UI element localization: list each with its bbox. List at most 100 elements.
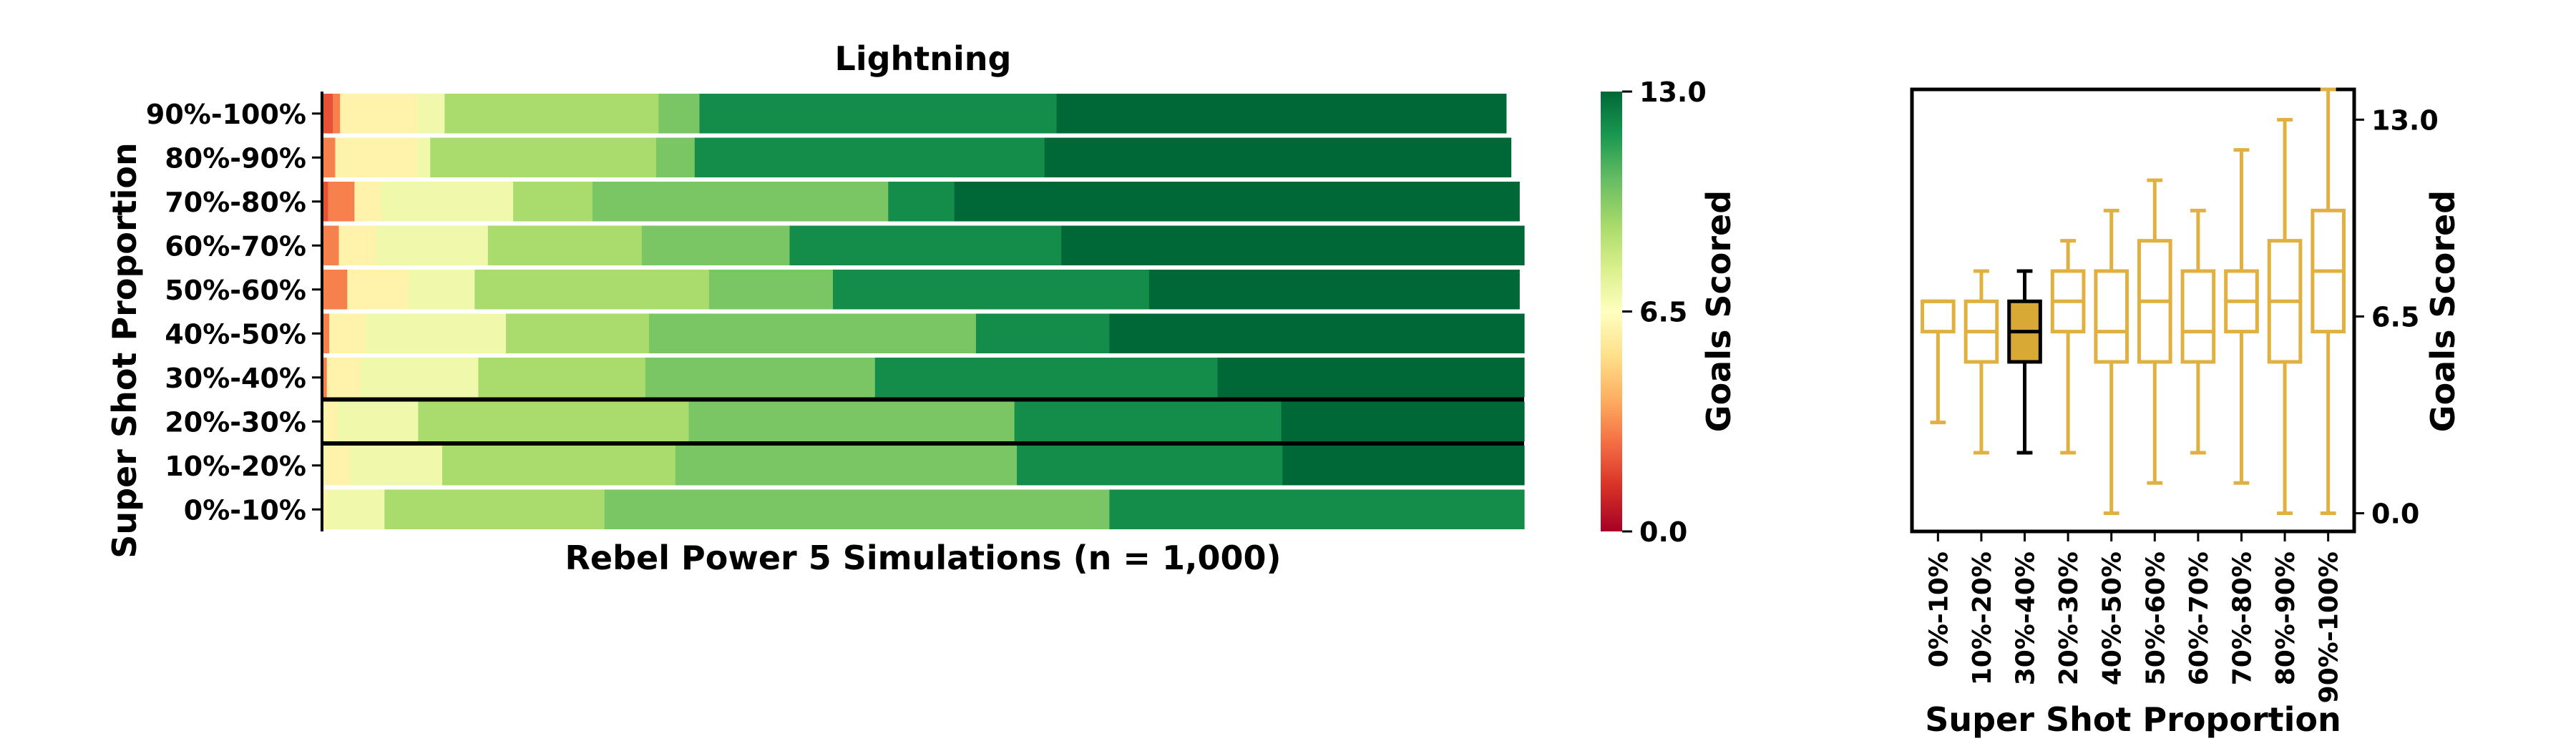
bar-segment xyxy=(1370,94,1486,134)
bar-segment xyxy=(376,225,489,265)
bar-segment xyxy=(975,313,1110,353)
box-xtick-label: 60%-70% xyxy=(2185,551,2214,685)
bar-category-label: 90%-100% xyxy=(146,99,306,130)
box-0%-10% xyxy=(1921,299,1956,425)
bar-segment xyxy=(1415,225,1463,265)
bar-segment xyxy=(694,137,1045,177)
bar-segment xyxy=(333,94,341,134)
box-xtick-label: 50%-60% xyxy=(2141,551,2170,685)
bar-segment xyxy=(322,137,336,177)
box-50%-60% xyxy=(2137,178,2172,485)
bar-segment xyxy=(592,182,889,222)
bar-segment xyxy=(1044,137,1084,177)
box-ytick-label: 6.5 xyxy=(2371,301,2419,333)
bar-segment xyxy=(1367,358,1525,398)
box-70%-80% xyxy=(2224,148,2259,485)
bar-segment xyxy=(1498,137,1512,177)
box-plot-frame xyxy=(1910,87,2356,534)
bar-segment xyxy=(322,489,328,529)
bar-segment xyxy=(656,137,696,177)
bar-segment xyxy=(1470,270,1520,310)
bar-segment xyxy=(322,94,333,134)
bar-segment xyxy=(604,489,1110,529)
bar-segment xyxy=(1281,401,1525,441)
bar-segment xyxy=(1061,225,1198,265)
box-iqr xyxy=(1921,299,1956,334)
box-plot-panel: 0.0 6.5 13.0 0%-10% 10%-20% 30%-40% 20%-30% 40… xyxy=(1910,87,2462,739)
bar-segment xyxy=(699,94,1058,134)
box-plot-xlabel: Super Shot Proportion xyxy=(1925,700,2341,739)
box-plot-boxes xyxy=(1921,87,2346,516)
bar-category-label: 0%-10% xyxy=(184,494,306,526)
bar-segment xyxy=(384,489,605,529)
bar-category-label: 40%-50% xyxy=(165,318,306,350)
bar-segment xyxy=(340,94,419,134)
bar-segment xyxy=(338,225,377,265)
bar-segment xyxy=(513,182,593,222)
bar-segment xyxy=(1014,401,1282,441)
box-xtick-label: 30%-40% xyxy=(2011,551,2041,685)
bar-segment xyxy=(337,401,419,441)
bar-segment xyxy=(1392,313,1437,353)
bar-segment xyxy=(1240,270,1460,310)
bar-segment xyxy=(1109,489,1525,529)
bar-category-label: 70%-80% xyxy=(165,187,306,218)
box-iqr xyxy=(2180,269,2216,364)
box-10%-20% xyxy=(1963,269,1999,455)
bar-segment xyxy=(1317,182,1483,222)
colorbar-label: Goals Scored xyxy=(1699,190,1738,432)
bar-segment xyxy=(335,137,418,177)
box-ytick-label: 13.0 xyxy=(2371,104,2439,136)
bar-segment xyxy=(1353,94,1371,134)
bar-segment xyxy=(328,182,355,222)
bar-segment xyxy=(442,446,676,486)
bar-segment xyxy=(1282,446,1525,486)
bar-segment xyxy=(874,358,1219,398)
bar-segment xyxy=(329,313,366,353)
bar-segment xyxy=(954,182,1286,222)
bar-segment xyxy=(322,182,328,222)
bar-category-labels: 90%-100% 80%-90% 70%-80% 60%-70% 50%-60% 40%-… xyxy=(146,92,323,531)
box-xtick-label: 10%-20% xyxy=(1968,551,1997,685)
bar-category-label: 20%-30% xyxy=(165,406,306,438)
bar-category-label: 30%-40% xyxy=(165,363,306,394)
bar-segment xyxy=(1083,137,1355,177)
bar-category-label: 80%-90% xyxy=(165,142,306,174)
stacked-bar-title: Lightning xyxy=(835,39,1012,78)
box-xtick-label: 80%-90% xyxy=(2271,551,2301,685)
stacked-bar-xlabel: Rebel Power 5 Simulations (n = 1,000) xyxy=(565,539,1281,577)
bar-segment xyxy=(416,137,431,177)
box-ytick-label: 0.0 xyxy=(2371,499,2419,530)
box-plot-ylabel: Goals Scored xyxy=(2424,190,2462,432)
box-90%-100% xyxy=(2311,87,2346,516)
bar-segment xyxy=(360,358,479,398)
bar-segment xyxy=(354,182,381,222)
colorbar-tick-label: 13.0 xyxy=(1639,77,1707,108)
bar-segment xyxy=(365,313,507,353)
box-iqr xyxy=(2094,269,2129,364)
box-30%-40% xyxy=(2007,269,2042,455)
stacked-bar-segments xyxy=(322,94,1525,529)
bar-segment xyxy=(418,401,689,441)
bar-segment xyxy=(349,446,443,486)
bar-segment xyxy=(322,225,340,265)
highlight-lines xyxy=(322,397,1524,446)
bar-segment xyxy=(408,270,475,310)
bar-segment xyxy=(1197,225,1417,265)
stacked-bar-panel: Lightning 90%-100% 80%-90% 70%-80% 60%-70% 5… xyxy=(105,39,1525,577)
box-40%-50% xyxy=(2094,208,2129,516)
bar-segment xyxy=(888,182,955,222)
bar-category-label: 50%-60% xyxy=(165,275,306,306)
box-xtick-label: 20%-30% xyxy=(2054,551,2084,685)
bar-segment xyxy=(1284,182,1318,222)
colorbar: 0.0 6.5 13.0 Goals Scored xyxy=(1601,77,1738,548)
bar-segment xyxy=(658,94,701,134)
box-plot-xticks: 0%-10% 10%-20% 30%-40% 20%-30% 40%-50% 50%-60… xyxy=(1924,531,2344,703)
box-xtick-label: 90%-100% xyxy=(2315,551,2344,703)
stacked-bar-ylabel: Super Shot Proportion xyxy=(105,142,144,559)
colorbar-gradient xyxy=(1601,92,1622,531)
bar-category-label: 10%-20% xyxy=(165,451,306,482)
bar-segment xyxy=(833,270,1150,310)
bar-segment xyxy=(326,358,361,398)
